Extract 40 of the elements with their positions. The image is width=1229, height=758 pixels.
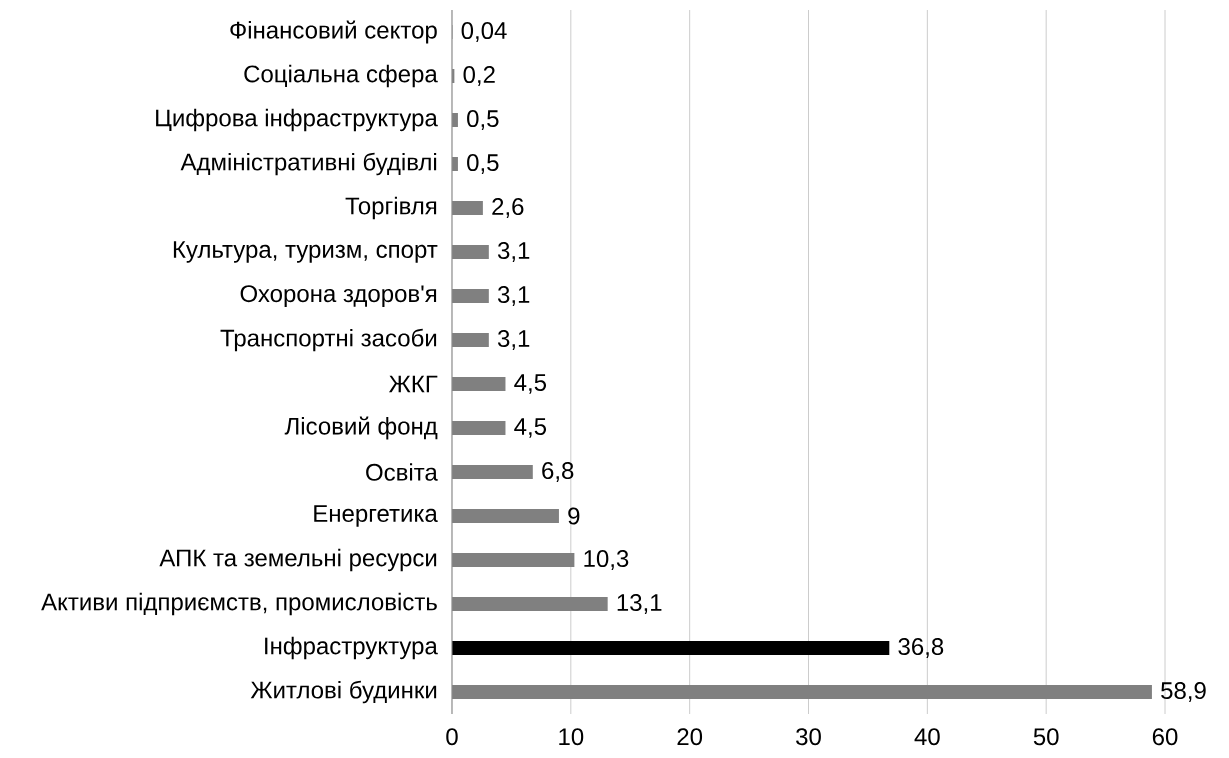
data-label: 0,04 [461,22,507,42]
y-tick-label: ЖКГ [388,375,438,393]
data-label: 0,5 [467,110,499,130]
data-label: 9 [568,507,580,525]
y-tick-label: Адміністративні будівлі [180,152,437,176]
y-tick-label: Торгівля [345,196,437,220]
data-label: 3,1 [497,242,530,262]
data-label: 58,9 [1161,682,1206,702]
y-tick-label: Освіта [366,463,438,481]
data-label: 0,2 [463,66,495,86]
x-tick-label: 20 [677,728,703,746]
data-label: 2,6 [492,198,524,218]
x-tick-label: 10 [559,728,584,746]
x-tick-label: 60 [1152,728,1178,746]
x-tick-label: 0 [446,728,458,746]
data-label: 4,5 [514,418,547,438]
bar [452,641,890,656]
y-tick-label: АПК та земельні ресурси [159,548,437,572]
data-label: 3,1 [497,330,530,350]
data-label: 3,1 [497,286,530,306]
y-tick-label: Енергетика [314,505,438,527]
data-label: 6,8 [542,462,574,482]
y-tick-label: Цифрова інфраструктура [156,108,438,132]
y-tick-label: Транспортні засоби [220,328,437,352]
y-tick-label: Інфраструктура [265,636,438,660]
data-label: 4,5 [514,374,547,394]
data-label: 36,8 [898,638,944,658]
x-tick-label: 40 [914,728,940,746]
y-tick-label: Соціальна сфера [244,64,438,88]
y-tick-label: Активи підприємств, промисловість [41,592,437,616]
y-tick-label: Фінансовий сектор [230,20,437,44]
data-label: 13,1 [617,594,662,614]
y-tick-label: Охорона здоров'я [240,285,437,307]
x-tick-label: 50 [1033,728,1059,746]
x-tick-label: 30 [796,728,821,746]
y-tick-label: Лісовий фонд [284,416,438,440]
y-tick-label: Культура, туризм, спорт [173,241,438,263]
y-tick-label: Житлові будинки [250,680,437,704]
data-label: 0,5 [467,154,499,174]
data-label: 10,3 [584,550,629,570]
